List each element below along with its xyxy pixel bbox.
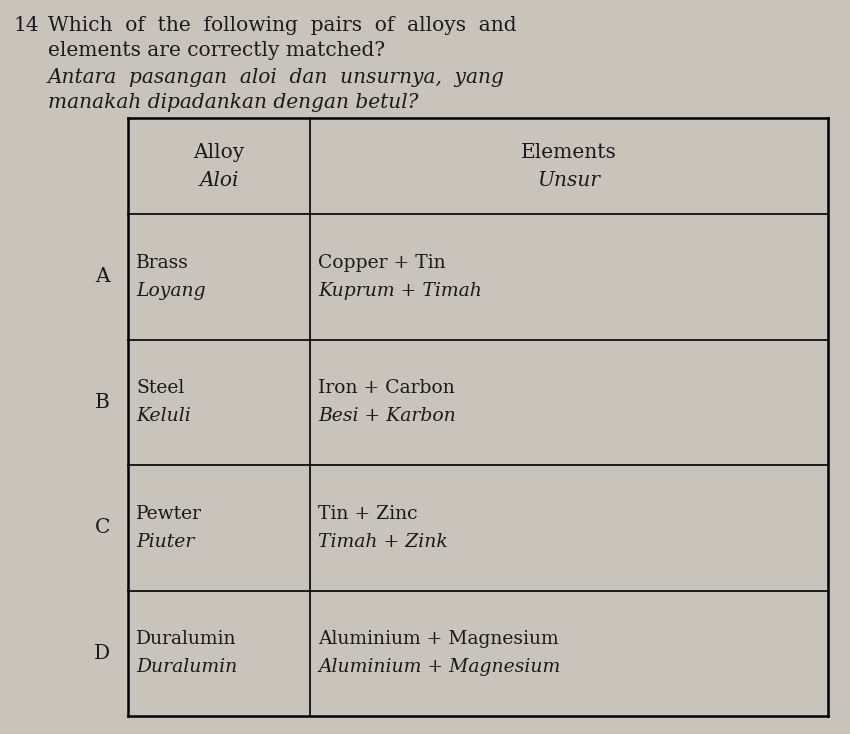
Text: Steel: Steel — [136, 379, 184, 397]
Text: Pewter: Pewter — [136, 505, 202, 523]
Text: Duralumin: Duralumin — [136, 658, 237, 676]
Text: Elements: Elements — [521, 142, 617, 161]
Text: Iron + Carbon: Iron + Carbon — [318, 379, 455, 397]
Text: Alloy: Alloy — [193, 142, 245, 161]
Text: Which  of  the  following  pairs  of  alloys  and: Which of the following pairs of alloys a… — [48, 16, 517, 35]
Text: Copper + Tin: Copper + Tin — [318, 254, 445, 272]
Text: D: D — [94, 644, 110, 663]
Text: Kuprum + Timah: Kuprum + Timah — [318, 282, 482, 299]
Text: Unsur: Unsur — [537, 170, 600, 189]
Bar — [128, 118, 828, 716]
Text: Aloi: Aloi — [199, 170, 239, 189]
Text: Keluli: Keluli — [136, 407, 190, 425]
Text: Piuter: Piuter — [136, 533, 195, 550]
Text: Duralumin: Duralumin — [136, 631, 236, 648]
Text: manakah dipadankan dengan betul?: manakah dipadankan dengan betul? — [48, 93, 418, 112]
Text: Brass: Brass — [136, 254, 189, 272]
Text: Aluminium + Magnesium: Aluminium + Magnesium — [318, 658, 560, 676]
Text: A: A — [95, 267, 110, 286]
Text: 14: 14 — [14, 16, 40, 35]
Text: B: B — [95, 393, 110, 412]
Text: Aluminium + Magnesium: Aluminium + Magnesium — [318, 631, 558, 648]
Text: Antara  pasangan  aloi  dan  unsurnya,  yang: Antara pasangan aloi dan unsurnya, yang — [48, 68, 505, 87]
Text: elements are correctly matched?: elements are correctly matched? — [48, 41, 385, 60]
Text: Loyang: Loyang — [136, 282, 206, 299]
Text: C: C — [94, 518, 110, 537]
Text: Tin + Zinc: Tin + Zinc — [318, 505, 417, 523]
Text: Besi + Karbon: Besi + Karbon — [318, 407, 456, 425]
Text: Timah + Zink: Timah + Zink — [318, 533, 448, 550]
